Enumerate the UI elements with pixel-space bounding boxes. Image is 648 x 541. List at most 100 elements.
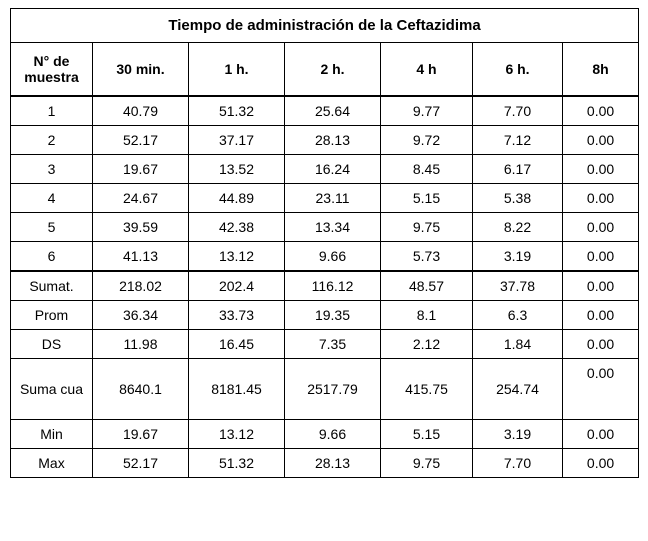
col-8h: 8h	[563, 43, 639, 97]
cell: 8.1	[381, 301, 473, 330]
table-row: 1 40.79 51.32 25.64 9.77 7.70 0.00	[11, 96, 639, 126]
row-label: Prom	[11, 301, 93, 330]
row-prom: Prom 36.34 33.73 19.35 8.1 6.3 0.00	[11, 301, 639, 330]
table-row: 6 41.13 13.12 9.66 5.73 3.19 0.00	[11, 242, 639, 272]
cell: 9.66	[285, 242, 381, 272]
cell: 0.00	[563, 271, 639, 301]
cell: 11.98	[93, 330, 189, 359]
cell: 3.19	[473, 242, 563, 272]
cell: 13.34	[285, 213, 381, 242]
row-label: Min	[11, 420, 93, 449]
cell: 39.59	[93, 213, 189, 242]
cell: 37.17	[189, 126, 285, 155]
ceftazidime-table: Tiempo de administración de la Ceftazidi…	[10, 8, 639, 478]
cell: 37.78	[473, 271, 563, 301]
cell: 40.79	[93, 96, 189, 126]
cell: 8181.45	[189, 359, 285, 420]
cell: 202.4	[189, 271, 285, 301]
row-id: 5	[11, 213, 93, 242]
cell: 19.67	[93, 420, 189, 449]
cell: 41.13	[93, 242, 189, 272]
cell: 0.00	[563, 420, 639, 449]
cell: 0.00	[563, 155, 639, 184]
row-label: Sumat.	[11, 271, 93, 301]
cell: 3.19	[473, 420, 563, 449]
cell: 2.12	[381, 330, 473, 359]
col-1h: 1 h.	[189, 43, 285, 97]
cell: 0.00	[563, 96, 639, 126]
row-id: 2	[11, 126, 93, 155]
cell: 7.35	[285, 330, 381, 359]
cell: 6.17	[473, 155, 563, 184]
table-row: 2 52.17 37.17 28.13 9.72 7.12 0.00	[11, 126, 639, 155]
row-sumat: Sumat. 218.02 202.4 116.12 48.57 37.78 0…	[11, 271, 639, 301]
cell: 52.17	[93, 449, 189, 478]
row-id: 3	[11, 155, 93, 184]
cell: 7.70	[473, 96, 563, 126]
cell: 9.72	[381, 126, 473, 155]
col-30min: 30 min.	[93, 43, 189, 97]
cell: 7.12	[473, 126, 563, 155]
cell: 9.77	[381, 96, 473, 126]
table-title: Tiempo de administración de la Ceftazidi…	[11, 9, 639, 43]
row-min: Min 19.67 13.12 9.66 5.15 3.19 0.00	[11, 420, 639, 449]
row-suma-cua: Suma cua 8640.1 8181.45 2517.79 415.75 2…	[11, 359, 639, 420]
row-max: Max 52.17 51.32 28.13 9.75 7.70 0.00	[11, 449, 639, 478]
cell: 13.12	[189, 242, 285, 272]
row-ds: DS 11.98 16.45 7.35 2.12 1.84 0.00	[11, 330, 639, 359]
cell: 0.00	[563, 301, 639, 330]
cell: 5.15	[381, 420, 473, 449]
cell: 51.32	[189, 449, 285, 478]
col-4h: 4 h	[381, 43, 473, 97]
cell: 28.13	[285, 126, 381, 155]
cell: 116.12	[285, 271, 381, 301]
cell: 0.00	[563, 330, 639, 359]
row-label: Max	[11, 449, 93, 478]
cell: 16.45	[189, 330, 285, 359]
cell: 0.00	[563, 359, 639, 420]
cell: 9.75	[381, 449, 473, 478]
title-row: Tiempo de administración de la Ceftazidi…	[11, 9, 639, 43]
cell: 0.00	[563, 184, 639, 213]
cell: 8.22	[473, 213, 563, 242]
cell: 19.35	[285, 301, 381, 330]
cell: 0.00	[563, 449, 639, 478]
row-label: DS	[11, 330, 93, 359]
cell: 25.64	[285, 96, 381, 126]
row-label: Suma cua	[11, 359, 93, 420]
cell: 16.24	[285, 155, 381, 184]
cell: 51.32	[189, 96, 285, 126]
cell: 2517.79	[285, 359, 381, 420]
cell: 415.75	[381, 359, 473, 420]
cell: 19.67	[93, 155, 189, 184]
row-id: 6	[11, 242, 93, 272]
cell: 5.73	[381, 242, 473, 272]
cell: 5.38	[473, 184, 563, 213]
cell: 7.70	[473, 449, 563, 478]
cell: 9.66	[285, 420, 381, 449]
col-6h: 6 h.	[473, 43, 563, 97]
cell: 8640.1	[93, 359, 189, 420]
cell: 44.89	[189, 184, 285, 213]
cell: 24.67	[93, 184, 189, 213]
cell: 254.74	[473, 359, 563, 420]
table-row: 4 24.67 44.89 23.11 5.15 5.38 0.00	[11, 184, 639, 213]
cell: 13.52	[189, 155, 285, 184]
cell: 33.73	[189, 301, 285, 330]
header-row: N° de muestra 30 min. 1 h. 2 h. 4 h 6 h.…	[11, 43, 639, 97]
col-2h: 2 h.	[285, 43, 381, 97]
row-id: 4	[11, 184, 93, 213]
cell: 23.11	[285, 184, 381, 213]
table-row: 5 39.59 42.38 13.34 9.75 8.22 0.00	[11, 213, 639, 242]
row-id: 1	[11, 96, 93, 126]
cell: 0.00	[563, 213, 639, 242]
cell: 42.38	[189, 213, 285, 242]
cell: 1.84	[473, 330, 563, 359]
cell: 9.75	[381, 213, 473, 242]
cell: 6.3	[473, 301, 563, 330]
cell: 28.13	[285, 449, 381, 478]
cell: 48.57	[381, 271, 473, 301]
cell: 13.12	[189, 420, 285, 449]
cell: 0.00	[563, 126, 639, 155]
cell: 36.34	[93, 301, 189, 330]
